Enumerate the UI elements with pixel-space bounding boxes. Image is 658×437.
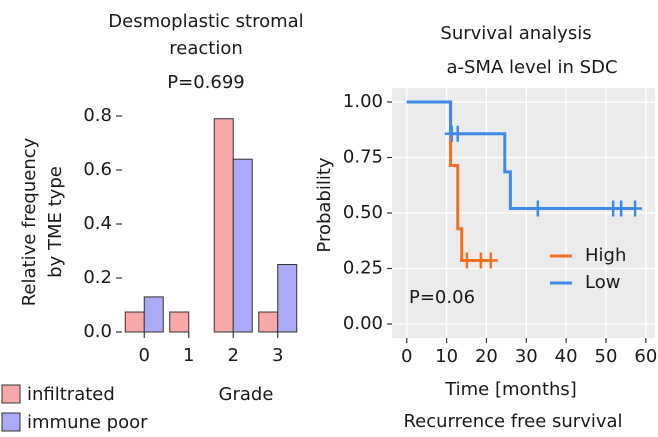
bar <box>124 311 145 333</box>
x-tick-label: 20 <box>475 346 498 367</box>
legend-label: High <box>585 245 626 266</box>
x-tick-label: 50 <box>595 346 618 367</box>
censor-mark <box>483 252 498 269</box>
censor-mark <box>530 200 545 217</box>
y-tick-label: 0.50 <box>343 202 383 223</box>
x-tick-label: 0 <box>401 346 412 367</box>
censor-mark <box>459 252 474 269</box>
legend-swatch <box>1 384 21 404</box>
chart-subtitle: a-SMA level in SDC <box>446 57 617 78</box>
x-tick-label: 10 <box>435 346 458 367</box>
x-tick-label: 0 <box>139 345 150 366</box>
bar <box>143 296 164 333</box>
x-axis-label: Grade <box>219 384 274 405</box>
y-tick-label: 0.00 <box>343 313 383 334</box>
legend-swatch <box>1 412 21 432</box>
x-tick-label: 2 <box>228 345 239 366</box>
chart-title: Desmoplastic stromal <box>108 11 303 32</box>
y-tick-label: 1.00 <box>343 91 383 112</box>
x-tick-label: 1 <box>183 345 194 366</box>
annotation: P=0.06 <box>409 287 475 308</box>
y-tick-label: 0.6 <box>83 159 112 180</box>
bar <box>213 118 234 333</box>
chart-title: reaction <box>169 38 243 59</box>
y-tick-label: 0.8 <box>83 105 112 126</box>
y-axis-label: Relative frequency <box>19 137 40 306</box>
y-tick-label: 0.0 <box>83 321 112 342</box>
censor-mark <box>450 125 465 142</box>
legend-label: infiltrated <box>27 384 115 405</box>
chart-subtitle: P=0.699 <box>167 72 244 93</box>
caption: Recurrence free survival <box>403 411 622 432</box>
x-tick-label: 3 <box>272 345 283 366</box>
y-axis-label: Probability <box>314 157 335 252</box>
legend-label: immune poor <box>27 412 148 433</box>
legend-label: Low <box>585 272 620 293</box>
survival-line <box>406 100 634 211</box>
bar <box>232 158 253 333</box>
censor-mark <box>628 200 643 217</box>
x-tick-label: 60 <box>634 346 657 367</box>
chart-title: Survival analysis <box>440 23 591 44</box>
bar <box>169 311 190 333</box>
y-tick-label: 0.75 <box>343 146 383 167</box>
x-tick-label: 30 <box>515 346 538 367</box>
x-axis-label: Time [months] <box>444 379 577 400</box>
y-axis-label: by TME type <box>45 166 66 278</box>
x-tick-label: 40 <box>555 346 578 367</box>
y-tick-label: 0.25 <box>343 258 383 279</box>
bar <box>277 264 298 333</box>
censor-mark <box>614 200 629 217</box>
bar <box>258 311 279 333</box>
y-tick-label: 0.2 <box>83 267 112 288</box>
y-tick-label: 0.4 <box>83 213 112 234</box>
